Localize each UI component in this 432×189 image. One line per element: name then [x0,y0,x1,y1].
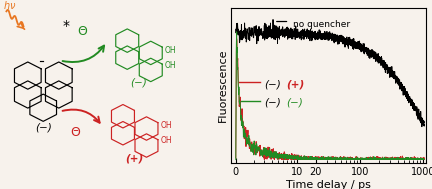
Text: (−): (−) [264,98,281,108]
Text: (+): (+) [126,154,144,164]
Text: OH: OH [161,136,172,145]
Text: (−): (−) [130,78,147,88]
Text: Θ: Θ [77,25,87,38]
Text: $h\nu$: $h\nu$ [3,0,16,11]
Text: OH: OH [165,61,177,70]
Text: (+): (+) [286,79,305,89]
Text: OH: OH [165,46,177,55]
Text: OH: OH [161,121,172,130]
Text: no quencher: no quencher [293,20,350,29]
X-axis label: Time delay / ps: Time delay / ps [286,180,371,189]
Text: (−): (−) [264,79,281,89]
Text: Θ: Θ [70,126,80,139]
Text: (−): (−) [35,123,52,132]
Y-axis label: Fluorescence: Fluorescence [218,48,229,122]
Text: *: * [63,19,70,33]
Text: (−): (−) [286,98,303,108]
